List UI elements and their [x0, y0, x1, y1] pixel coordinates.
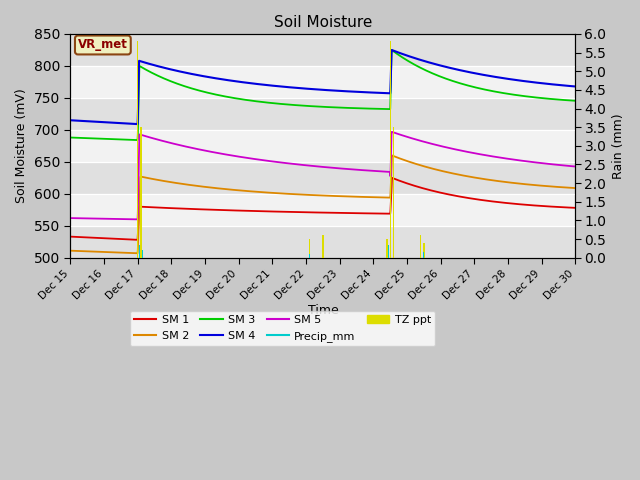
Bar [390, 41, 391, 258]
Bar [137, 41, 138, 258]
Bar [70, 194, 575, 226]
Bar [423, 243, 424, 258]
Bar [388, 245, 389, 258]
Text: VR_met: VR_met [78, 38, 128, 51]
Y-axis label: Rain (mm): Rain (mm) [612, 113, 625, 179]
Bar [70, 130, 575, 162]
X-axis label: Time: Time [307, 304, 339, 317]
Bar [393, 127, 394, 258]
Bar [70, 66, 575, 98]
Bar [309, 254, 310, 258]
Bar [308, 239, 310, 258]
Y-axis label: Soil Moisture (mV): Soil Moisture (mV) [15, 88, 28, 203]
Bar [420, 235, 421, 258]
Title: Soil Moisture: Soil Moisture [274, 15, 372, 30]
Bar [140, 127, 141, 258]
Bar [139, 245, 140, 258]
Legend: SM 1, SM 2, SM 3, SM 4, SM 5, Precip_mm, TZ ppt: SM 1, SM 2, SM 3, SM 4, SM 5, Precip_mm,… [130, 311, 435, 346]
Bar [322, 235, 324, 258]
Bar [386, 239, 388, 258]
Bar [142, 250, 143, 258]
